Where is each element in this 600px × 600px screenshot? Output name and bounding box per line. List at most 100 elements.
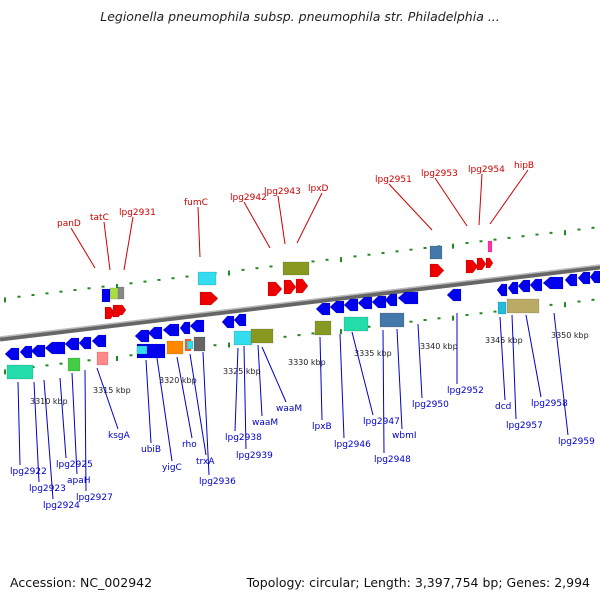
reverse-gene-arrow[interactable] <box>64 337 80 351</box>
reverse-gene-box[interactable] <box>67 357 81 372</box>
reverse-gene-arrow[interactable] <box>179 321 191 335</box>
forward-gene-box[interactable] <box>487 240 493 253</box>
reverse-gene-arrow[interactable] <box>446 288 462 302</box>
reverse-gene-arrow[interactable] <box>384 293 398 307</box>
reverse-gene-arrow[interactable] <box>542 276 564 290</box>
reverse-gene-arrow[interactable] <box>233 313 247 327</box>
forward-leader-line <box>277 195 286 245</box>
forward-gene-arrow[interactable] <box>476 257 487 271</box>
reverse-gene-label: yigC <box>162 463 182 473</box>
forward-gene-arrow[interactable] <box>485 257 494 269</box>
reverse-gene-arrow[interactable] <box>19 345 33 359</box>
reverse-gene-arrow[interactable] <box>529 278 543 292</box>
reverse-gene-arrow[interactable] <box>517 279 531 293</box>
reverse-gene-box[interactable] <box>136 345 148 355</box>
reverse-leader-line <box>33 381 40 483</box>
reverse-gene-label: lpg2936 <box>199 477 236 487</box>
genome-backbone-highlight <box>0 264 600 338</box>
reverse-gene-label: lpg2939 <box>236 451 273 461</box>
forward-gene-box[interactable] <box>109 287 120 300</box>
forward-gene-arrow[interactable] <box>295 278 309 294</box>
forward-leader-line <box>434 177 468 227</box>
reverse-gene-label: lpg2947 <box>363 417 400 427</box>
reverse-gene-arrow[interactable] <box>78 336 92 350</box>
scale-label: 3325 kbp <box>223 367 261 376</box>
genome-backbone <box>0 264 600 342</box>
reverse-leader-line <box>499 316 506 401</box>
reverse-gene-label: apaH <box>67 476 91 486</box>
reverse-gene-arrow[interactable] <box>134 329 150 343</box>
forward-gene-arrow[interactable] <box>104 306 116 320</box>
reverse-gene-box[interactable] <box>193 336 206 352</box>
forward-gene-arrow[interactable] <box>267 281 283 297</box>
reverse-gene-arrow[interactable] <box>496 283 508 297</box>
forward-gene-arrow[interactable] <box>465 259 479 274</box>
reverse-gene-arrow[interactable] <box>564 273 578 287</box>
reverse-gene-box[interactable] <box>343 316 369 332</box>
forward-leader-line <box>197 206 201 258</box>
reverse-gene-label: lpg2946 <box>334 440 371 450</box>
reverse-leader-line <box>176 356 193 439</box>
reverse-gene-arrow[interactable] <box>329 300 345 314</box>
reverse-gene-arrow[interactable] <box>44 341 66 355</box>
reverse-gene-arrow[interactable] <box>357 296 373 310</box>
forward-gene-arrow[interactable] <box>429 263 445 278</box>
forward-gene-box[interactable] <box>101 288 111 303</box>
reverse-gene-label: lpxB <box>312 422 332 432</box>
forward-leader-line <box>388 183 433 231</box>
forward-leader-line <box>478 173 483 226</box>
reverse-gene-arrow[interactable] <box>589 270 600 284</box>
reverse-gene-arrow[interactable] <box>577 271 591 285</box>
forward-gene-label: lpg2943 <box>264 187 301 197</box>
reverse-gene-arrow[interactable] <box>91 334 107 348</box>
topology-summary: Topology: circular; Length: 3,397,754 bp… <box>246 575 590 590</box>
reverse-gene-box[interactable] <box>186 340 194 350</box>
reverse-gene-arrow[interactable] <box>343 298 359 312</box>
reverse-gene-arrow[interactable] <box>189 319 205 333</box>
reverse-gene-box[interactable] <box>379 312 405 328</box>
reverse-gene-box[interactable] <box>6 364 34 380</box>
reverse-gene-arrow[interactable] <box>507 281 519 295</box>
reverse-gene-label: lpg2924 <box>43 501 80 511</box>
reverse-gene-box[interactable] <box>166 340 184 355</box>
reverse-leader-line <box>339 333 345 439</box>
reverse-gene-box[interactable] <box>233 330 253 346</box>
reverse-gene-label: lpg2950 <box>412 400 449 410</box>
reverse-gene-arrow[interactable] <box>4 347 20 361</box>
reverse-gene-arrow[interactable] <box>315 302 331 316</box>
accession-label: Accession: NC_002942 <box>10 575 153 590</box>
forward-leader-line <box>489 169 529 225</box>
reverse-gene-label: ubiB <box>141 445 161 455</box>
reverse-gene-box[interactable] <box>250 328 274 344</box>
scale-label: 3310 kbp <box>30 397 68 406</box>
reverse-gene-box[interactable] <box>314 320 332 336</box>
forward-gene-box[interactable] <box>282 261 310 276</box>
reverse-gene-arrow[interactable] <box>221 315 235 329</box>
forward-gene-arrow[interactable] <box>283 279 297 295</box>
forward-gene-label: lpg2954 <box>468 165 505 175</box>
reverse-gene-arrow[interactable] <box>371 295 387 309</box>
reverse-leader-line <box>319 336 323 421</box>
reverse-gene-arrow[interactable] <box>397 291 419 305</box>
reverse-leader-line <box>96 367 119 430</box>
forward-gene-arrow[interactable] <box>117 304 127 316</box>
forward-gene-arrow[interactable] <box>199 291 219 306</box>
scale-label: 3315 kbp <box>93 386 131 395</box>
forward-gene-box[interactable] <box>117 286 125 300</box>
reverse-gene-label: lpg2952 <box>447 386 484 396</box>
reverse-leader-line <box>553 312 569 436</box>
reverse-gene-label: lpg2922 <box>10 467 47 477</box>
reverse-gene-arrow[interactable] <box>30 344 46 358</box>
forward-gene-box[interactable] <box>429 245 443 260</box>
reverse-gene-arrow[interactable] <box>147 326 163 340</box>
forward-gene-box[interactable] <box>197 271 217 286</box>
reverse-leader-line <box>71 372 78 475</box>
reverse-leader-line <box>234 347 239 432</box>
reverse-gene-box[interactable] <box>497 301 507 315</box>
reverse-gene-box[interactable] <box>96 351 109 366</box>
reverse-gene-box[interactable] <box>506 298 540 314</box>
scale-label: 3350 kbp <box>551 331 589 340</box>
reverse-gene-arrow[interactable] <box>162 323 180 337</box>
forward-gene-label: lpg2953 <box>421 169 458 179</box>
